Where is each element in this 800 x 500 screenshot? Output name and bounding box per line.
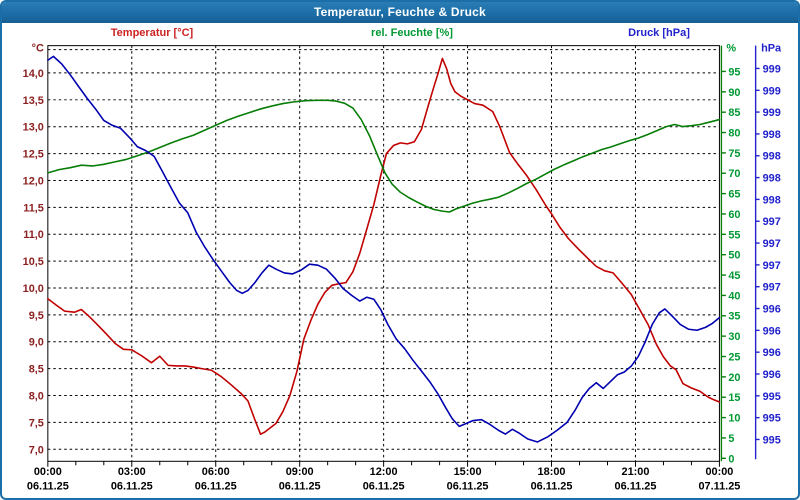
x-axis-time-label: 03:00 bbox=[118, 466, 146, 478]
pressure-axis-tick-label: 996 bbox=[763, 369, 781, 381]
pressure-axis-tick-label: 997 bbox=[763, 282, 781, 294]
title-bar: Temperatur, Feuchte & Druck bbox=[2, 2, 798, 23]
temp-axis-tick-label: 11,0 bbox=[23, 229, 44, 241]
x-axis-date-label: 06.11.25 bbox=[27, 481, 69, 493]
x-axis-time-label: 09:00 bbox=[286, 466, 314, 478]
pressure-axis-tick-label: 997 bbox=[763, 238, 781, 250]
x-axis-date-label: 06.11.25 bbox=[363, 481, 405, 493]
x-axis-date-label: 06.11.25 bbox=[195, 481, 237, 493]
pressure-axis-tick-label: 998 bbox=[763, 151, 781, 163]
humidity-axis-tick-label: 25 bbox=[728, 351, 740, 363]
humidity-series-line bbox=[47, 99, 721, 213]
x-axis-time-label: 00:00 bbox=[34, 466, 62, 478]
legend-humidity: rel. Feuchte [%] bbox=[371, 27, 453, 39]
pressure-axis-tick-label: 995 bbox=[763, 391, 781, 403]
pressure-axis-tick-label: 998 bbox=[763, 194, 781, 206]
humidity-axis-tick-label: 20 bbox=[728, 372, 740, 384]
temp-axis-tick-label: 12,0 bbox=[23, 175, 44, 187]
temp-series-line bbox=[47, 57, 721, 436]
pressure-axis-tick-label: 996 bbox=[763, 325, 781, 337]
temp-axis-tick-label: 9,0 bbox=[29, 337, 44, 349]
legend-pressure: Druck [hPa] bbox=[628, 27, 690, 39]
x-axis-date-label: 06.11.25 bbox=[279, 481, 321, 493]
humidity-axis-tick-label: 90 bbox=[728, 87, 740, 99]
humidity-axis-tick-label: 0 bbox=[728, 453, 734, 465]
x-axis-date-label: 06.11.25 bbox=[447, 481, 489, 493]
humidity-axis-tick-label: 55 bbox=[728, 229, 740, 241]
x-axis-time-label: 06:00 bbox=[202, 466, 230, 478]
x-axis-time-label: 18:00 bbox=[538, 466, 566, 478]
pressure-axis-tick-label: 998 bbox=[763, 129, 781, 141]
pressure-axis-tick-label: 995 bbox=[763, 413, 781, 425]
pressure-axis-tick-label: 997 bbox=[763, 260, 781, 272]
humidity-axis-tick-label: 10 bbox=[728, 413, 740, 425]
humidity-axis-tick-label: 65 bbox=[728, 189, 740, 201]
temp-axis-tick-label: 13,0 bbox=[23, 122, 44, 134]
temp-axis-tick-label: 8,0 bbox=[29, 390, 44, 402]
humidity-axis-tick-label: 15 bbox=[728, 392, 740, 404]
temp-axis-tick-label: 7,0 bbox=[29, 444, 44, 456]
pressure-axis-tick-label: 999 bbox=[763, 85, 781, 97]
window-title: Temperatur, Feuchte & Druck bbox=[314, 5, 486, 19]
humidity-axis-tick-label: 70 bbox=[728, 168, 740, 180]
legend-temperature: Temperatur [°C] bbox=[110, 27, 194, 39]
humidity-axis-tick-label: 95 bbox=[728, 66, 740, 78]
x-axis-date-label: 07.11.25 bbox=[698, 481, 740, 493]
pressure-axis-tick-label: 996 bbox=[763, 303, 781, 315]
temp-axis-tick-label: 7,5 bbox=[29, 417, 44, 429]
humidity-axis-tick-label: 35 bbox=[728, 311, 740, 323]
pressure-axis-tick-label: 996 bbox=[763, 347, 781, 359]
temp-axis-unit: °C bbox=[32, 43, 44, 55]
humidity-axis-tick-label: 45 bbox=[728, 270, 740, 282]
temp-axis-tick-label: 10,0 bbox=[23, 283, 44, 295]
pressure-axis-tick-label: 999 bbox=[763, 63, 781, 75]
x-axis-date-label: 06.11.25 bbox=[531, 481, 573, 493]
humidity-axis-unit: % bbox=[726, 43, 736, 55]
humidity-axis-tick-label: 80 bbox=[728, 127, 740, 139]
x-axis-time-label: 12:00 bbox=[370, 466, 398, 478]
humidity-axis-tick-label: 85 bbox=[728, 107, 740, 119]
humidity-axis-tick-label: 50 bbox=[728, 250, 740, 262]
pressure-axis-tick-label: 995 bbox=[763, 434, 781, 446]
temp-axis-tick-label: 11,5 bbox=[23, 202, 44, 214]
pressure-axis-tick-label: 998 bbox=[763, 173, 781, 185]
x-axis-date-label: 06.11.25 bbox=[111, 481, 153, 493]
pressure-axis-tick-label: 999 bbox=[763, 107, 781, 119]
x-axis-time-label: 15:00 bbox=[454, 466, 482, 478]
humidity-axis-tick-label: 30 bbox=[728, 331, 740, 343]
humidity-axis-tick-label: 75 bbox=[728, 148, 740, 160]
temp-axis-tick-label: 9,5 bbox=[29, 310, 44, 322]
x-axis-time-label: 00:00 bbox=[705, 466, 733, 478]
pressure-axis-unit: hPa bbox=[761, 43, 782, 55]
x-axis-time-label: 21:00 bbox=[622, 466, 650, 478]
pressure-axis-tick-label: 997 bbox=[763, 216, 781, 228]
temp-axis-tick-label: 8,5 bbox=[29, 364, 44, 376]
humidity-axis-tick-label: 60 bbox=[728, 209, 740, 221]
x-axis-date-label: 06.11.25 bbox=[615, 481, 657, 493]
temp-axis-tick-label: 10,5 bbox=[23, 256, 44, 268]
temp-axis-tick-label: 14,0 bbox=[23, 68, 44, 80]
temp-axis-tick-label: 13,5 bbox=[23, 95, 44, 107]
humidity-axis-tick-label: 40 bbox=[728, 290, 740, 302]
pressure-series-line bbox=[47, 55, 721, 443]
temp-axis-tick-label: 12,5 bbox=[23, 149, 44, 161]
humidity-axis-tick-label: 5 bbox=[728, 433, 734, 445]
